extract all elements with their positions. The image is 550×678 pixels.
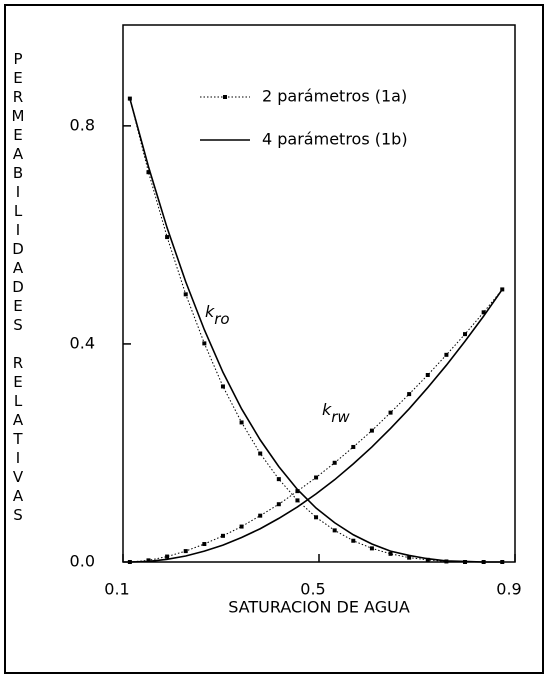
marker: [202, 542, 207, 547]
curve: [129, 98, 503, 563]
y-tick-label: 0.0: [70, 552, 95, 571]
marker: [165, 554, 170, 559]
marker: [146, 558, 151, 563]
marker: [425, 557, 430, 562]
x-axis-label: SATURACION DE AGUA: [228, 598, 410, 617]
x-tick-label: 0.9: [496, 580, 521, 599]
annotation: kro: [205, 302, 230, 328]
marker: [481, 310, 486, 315]
marker: [369, 428, 374, 433]
marker: [314, 515, 319, 520]
annotation: krw: [322, 400, 350, 426]
marker: [258, 451, 263, 456]
marker: [239, 524, 244, 529]
marker: [425, 373, 430, 378]
marker: [165, 235, 170, 240]
y-tick-label: 0.8: [70, 115, 95, 134]
y-axis-label: PERMEABILIDADES RELATIVAS: [9, 50, 27, 525]
marker: [183, 292, 188, 297]
marker: [407, 392, 412, 397]
marker: [463, 332, 468, 337]
plot-box: [122, 24, 516, 563]
marker: [351, 444, 356, 449]
y-tick-label: 0.4: [70, 333, 95, 352]
marker: [332, 460, 337, 465]
marker: [258, 513, 263, 518]
marker: [295, 489, 300, 494]
marker: [332, 528, 337, 533]
marker: [220, 384, 225, 389]
legend-marker: [223, 95, 227, 99]
marker: [314, 475, 319, 480]
frame: [4, 4, 544, 674]
marker: [369, 546, 374, 551]
curve: [129, 289, 503, 563]
marker: [388, 410, 393, 415]
legend-label: 2 parámetros (1a): [262, 87, 407, 106]
curve: [129, 288, 503, 563]
marker: [388, 551, 393, 556]
annotation-symbol: k: [322, 400, 332, 419]
marker: [146, 170, 151, 175]
marker: [202, 341, 207, 346]
marker: [444, 352, 449, 357]
x-tick-label: 0.5: [300, 580, 325, 599]
marker: [295, 498, 300, 503]
marker: [276, 477, 281, 482]
annotation-subscript: ro: [214, 310, 229, 328]
annotation-symbol: k: [205, 302, 215, 321]
x-tick-label: 0.1: [104, 580, 129, 599]
marker: [351, 538, 356, 543]
marker: [239, 420, 244, 425]
marker: [220, 533, 225, 538]
marker: [407, 555, 412, 560]
marker: [276, 502, 281, 507]
legend-label: 4 parámetros (1b): [262, 130, 408, 149]
curve: [129, 98, 503, 563]
annotation-subscript: rw: [331, 408, 350, 426]
marker: [183, 549, 188, 554]
